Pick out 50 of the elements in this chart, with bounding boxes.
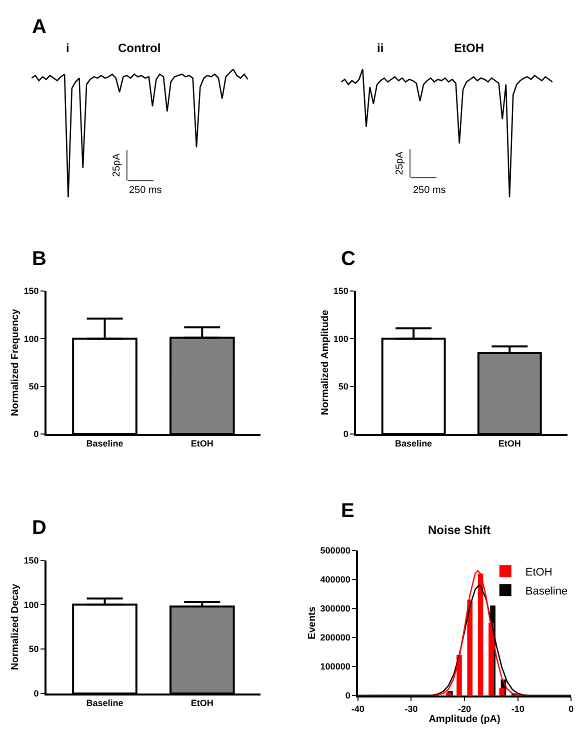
text: B (32, 248, 46, 270)
y-tick-label: 0 (345, 690, 350, 701)
y-tick-label: 100 (24, 600, 39, 610)
x-tick-label: EtOH (498, 438, 521, 449)
x-tick-label: -40 (351, 704, 364, 714)
x-tick-label: -20 (458, 704, 472, 714)
x-tick-label: Baseline (86, 698, 124, 708)
y-axis-title: Normalized Amplitude (320, 310, 331, 416)
text: ii (377, 41, 384, 55)
y-tick-label: 50 (28, 644, 39, 654)
legend-label: EtOH (525, 566, 552, 578)
chart-title: Control (118, 41, 161, 55)
y-tick-label: 50 (338, 382, 348, 392)
annotation: 250 ms (413, 185, 446, 196)
y-axis-title: Events (306, 606, 318, 640)
y-axis-title: Normalized Decay (10, 583, 22, 670)
x-tick-label: 0 (568, 704, 574, 714)
y-tick-label: 100000 (320, 662, 350, 672)
y-tick-label: 0 (343, 429, 348, 440)
chart-title: EtOH (454, 41, 484, 55)
y-tick-label: 0 (34, 429, 39, 440)
annotation: 250 ms (129, 185, 162, 196)
y-axis-title: Normalized Frequency (10, 308, 22, 416)
x-tick-label: Baseline (86, 438, 124, 449)
y-tick-label: 100 (24, 334, 39, 344)
x-tick-label: EtOH (190, 438, 214, 449)
annotation: 25pA (394, 151, 406, 175)
y-tick-label: 150 (24, 286, 39, 296)
text: A (32, 16, 46, 38)
y-tick-label: 150 (333, 286, 348, 296)
y-tick-label: 100 (333, 334, 348, 344)
text: E (341, 500, 354, 522)
x-tick-label: -30 (404, 704, 418, 714)
y-tick-label: 400000 (320, 574, 350, 585)
x-axis-title: Amplitude (pA) (428, 714, 500, 725)
x-tick-label: -10 (511, 704, 524, 714)
x-tick-label: Baseline (395, 438, 432, 449)
y-tick-label: 0 (34, 688, 39, 699)
annotation: 25pA (111, 153, 122, 177)
y-tick-label: 50 (28, 382, 39, 392)
y-tick-label: 200000 (320, 632, 350, 643)
y-tick-label: 300000 (320, 604, 350, 614)
y-tick-label: 150 (24, 555, 39, 566)
x-tick-label: EtOH (190, 698, 214, 708)
y-tick-label: 500000 (320, 546, 350, 556)
chart-title: Noise Shift (428, 523, 491, 537)
text: D (32, 517, 46, 539)
legend-label: Baseline (525, 585, 568, 598)
text: i (66, 41, 70, 55)
text: C (341, 248, 356, 270)
